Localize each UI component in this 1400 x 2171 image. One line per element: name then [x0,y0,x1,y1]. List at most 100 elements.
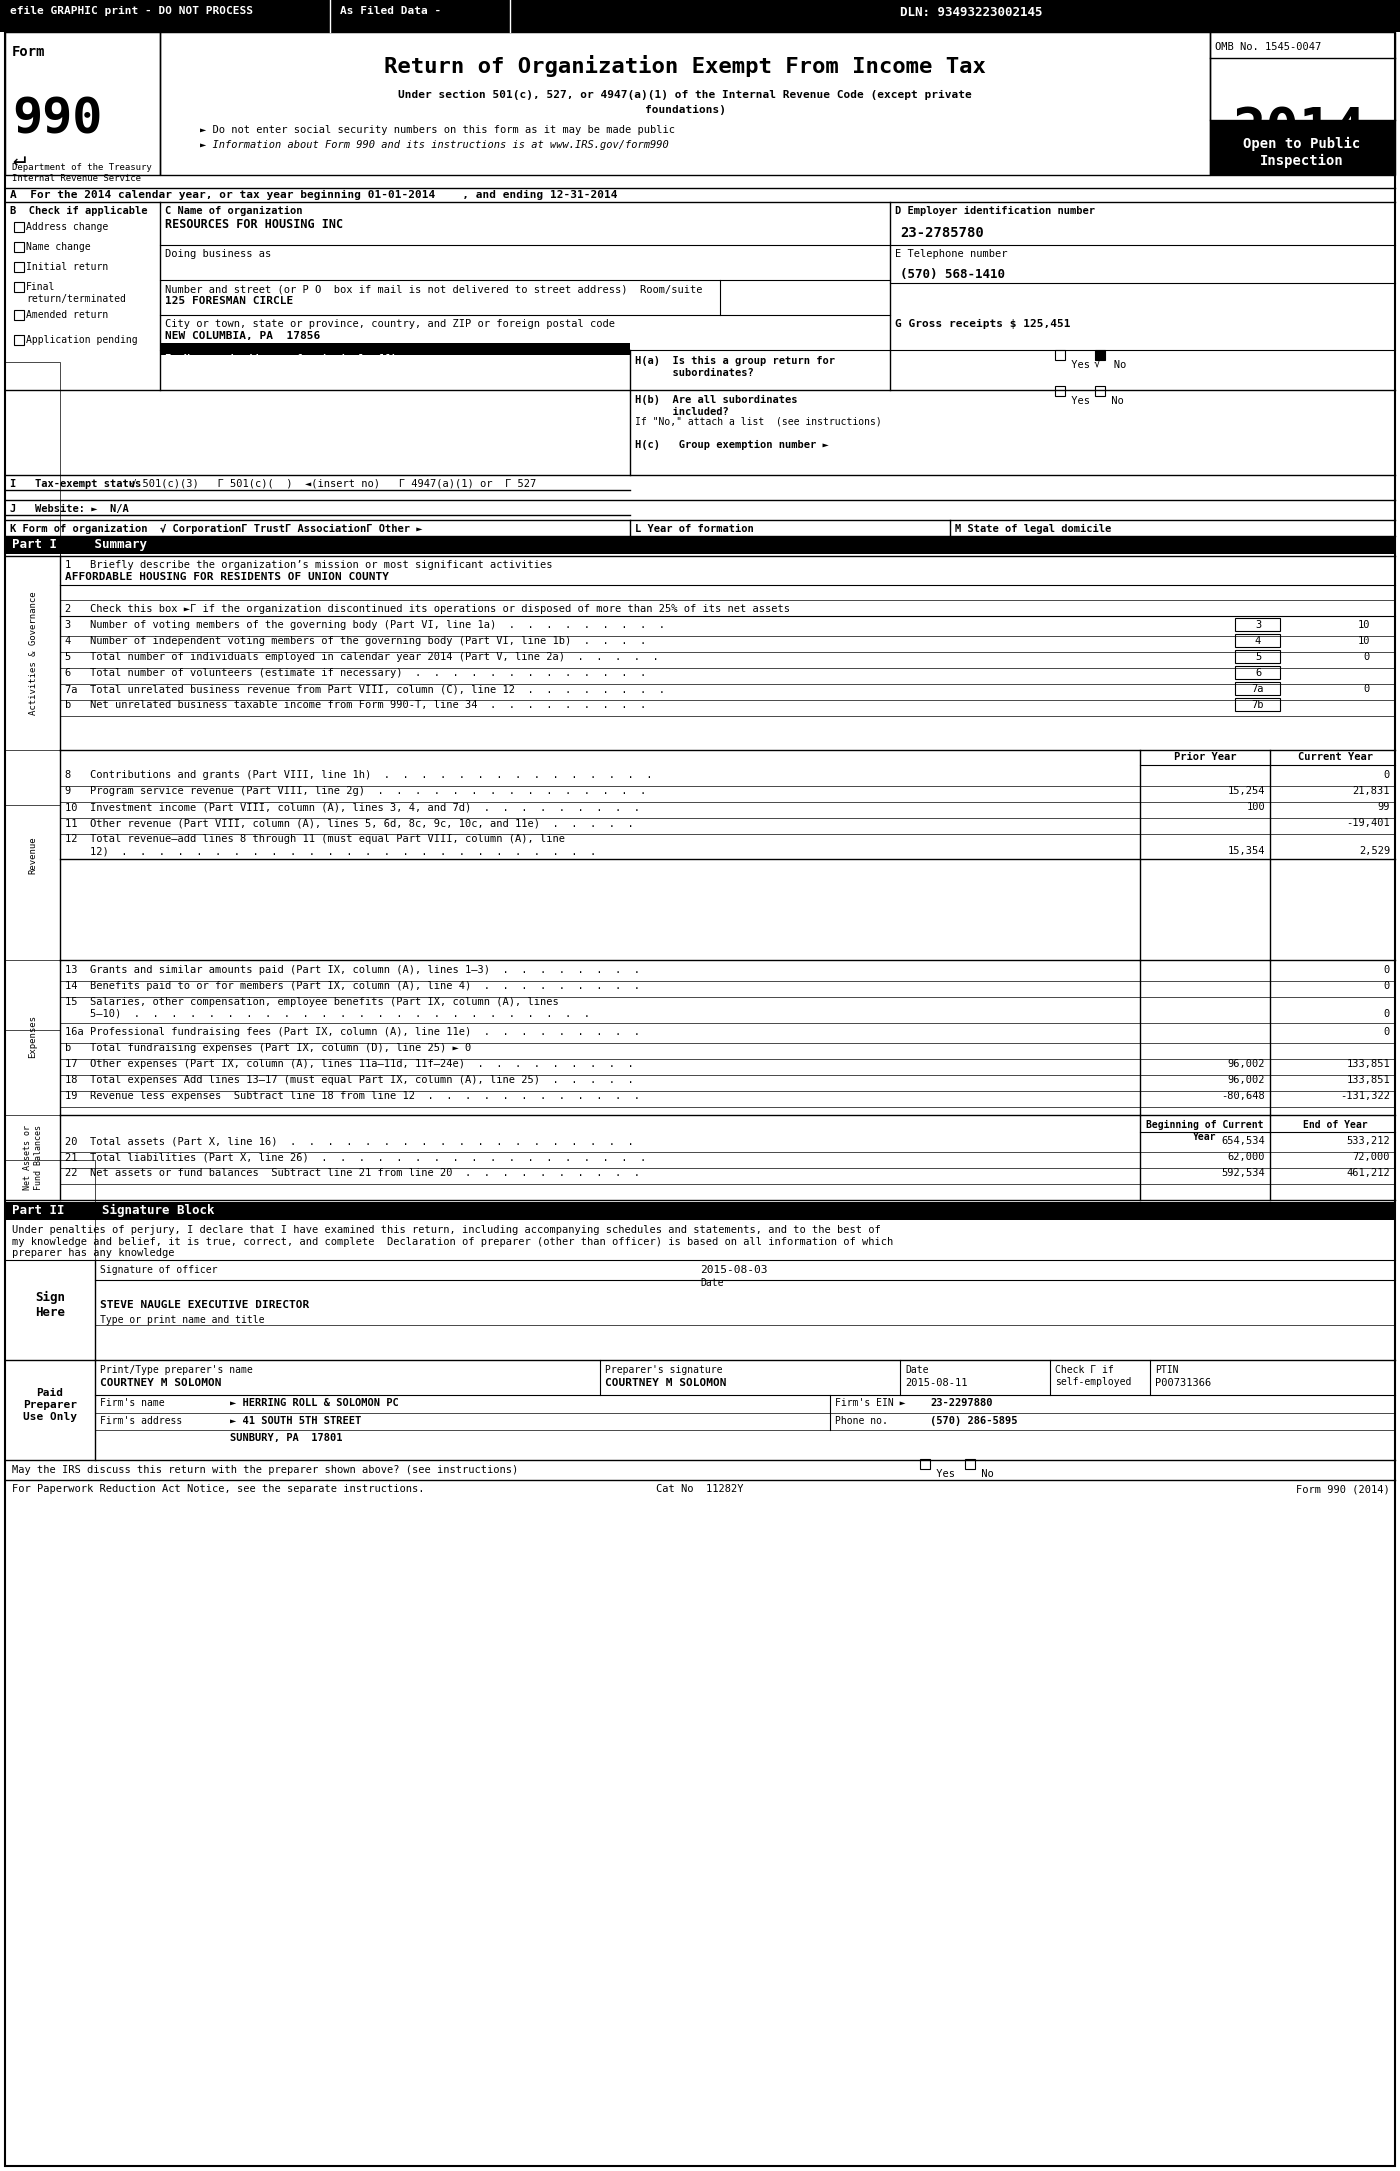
Text: 5   Total number of individuals employed in calendar year 2014 (Part V, line 2a): 5 Total number of individuals employed i… [64,651,659,662]
Text: Current Year: Current Year [1298,751,1372,762]
Bar [1056,386,1065,395]
Text: 72,000: 72,000 [1352,1153,1390,1161]
Text: 10: 10 [1358,636,1371,647]
Text: City or town, state or province, country, and ZIP or foreign postal code: City or town, state or province, country… [165,319,615,330]
Text: AFFORDABLE HOUSING FOR RESIDENTS OF UNION COUNTY: AFFORDABLE HOUSING FOR RESIDENTS OF UNIO… [64,571,389,582]
Bar [1235,682,1280,695]
Text: COURTNEY M SOLOMON: COURTNEY M SOLOMON [99,1379,221,1387]
Text: No: No [974,1470,994,1478]
Text: DLN: 93493223002145: DLN: 93493223002145 [900,7,1043,20]
Text: Amended return: Amended return [27,310,108,319]
Text: OMB No. 1545-0047: OMB No. 1545-0047 [1215,41,1322,52]
Text: M State of legal domicile: M State of legal domicile [955,523,1112,534]
Text: b   Total fundraising expenses (Part IX, column (D), line 25) ► 0: b Total fundraising expenses (Part IX, c… [64,1042,472,1053]
Text: 7a  Total unrelated business revenue from Part VIII, column (C), line 12  .  .  : 7a Total unrelated business revenue from… [64,684,665,695]
Text: 17  Other expenses (Part IX, column (A), lines 11a–11d, 11f–24e)  .  .  .  .  . : 17 Other expenses (Part IX, column (A), … [64,1059,634,1068]
Text: Yes: Yes [1065,395,1091,406]
Text: 100: 100 [1246,801,1266,812]
Text: 2   Check this box ►Γ if the organization discontinued its operations or dispose: 2 Check this box ►Γ if the organization … [64,604,790,614]
Text: For Paperwork Reduction Act Notice, see the separate instructions.: For Paperwork Reduction Act Notice, see … [13,1485,424,1494]
Text: Expenses: Expenses [28,1016,38,1059]
Text: Part II     Signature Block: Part II Signature Block [13,1205,214,1218]
Text: B  Check if applicable: B Check if applicable [10,206,147,217]
Text: 0: 0 [1383,1010,1390,1018]
Bar [1235,634,1280,647]
Text: Yes: Yes [930,1470,955,1478]
Text: Date: Date [904,1366,928,1374]
Text: 133,851: 133,851 [1347,1075,1390,1086]
Bar [1056,350,1065,360]
Bar [14,334,24,345]
Text: 5–10)  .  .  .  .  .  .  .  .  .  .  .  .  .  .  .  .  .  .  .  .  .  .  .  .  .: 5–10) . . . . . . . . . . . . . . . . . … [64,1010,589,1018]
Text: -80,648: -80,648 [1221,1092,1266,1101]
Text: A  For the 2014 calendar year, or tax year beginning 01-01-2014    , and ending : A For the 2014 calendar year, or tax yea… [10,191,617,200]
Text: Form: Form [13,46,45,59]
Text: ► Information about Form 990 and its instructions is at www.IRS.gov/form990: ► Information about Form 990 and its ins… [200,139,669,150]
Bar [6,33,160,176]
Text: Signature of officer: Signature of officer [99,1266,217,1274]
Bar [6,541,60,749]
Bar [1235,666,1280,680]
Text: 11  Other revenue (Part VIII, column (A), lines 5, 6d, 8c, 9c, 10c, and 11e)  . : 11 Other revenue (Part VIII, column (A),… [64,818,634,827]
Text: L Year of formation: L Year of formation [636,523,753,534]
Text: 6   Total number of volunteers (estimate if necessary)  .  .  .  .  .  .  .  .  : 6 Total number of volunteers (estimate i… [64,669,647,677]
Text: Check Γ if
self-employed: Check Γ if self-employed [1056,1366,1131,1387]
Text: May the IRS discuss this return with the preparer shown above? (see instructions: May the IRS discuss this return with the… [13,1465,518,1474]
Text: 16a Professional fundraising fees (Part IX, column (A), line 11e)  .  .  .  .  .: 16a Professional fundraising fees (Part … [64,1027,640,1038]
Text: 133,851: 133,851 [1347,1059,1390,1068]
Text: 5: 5 [1254,651,1261,662]
Text: Firm's address: Firm's address [99,1415,182,1426]
Text: 3   Number of voting members of the governing body (Part VI, line 1a)  .  .  .  : 3 Number of voting members of the govern… [64,621,665,630]
Text: 14  Benefits paid to or for members (Part IX, column (A), line 4)  .  .  .  .  .: 14 Benefits paid to or for members (Part… [64,981,640,990]
Text: 533,212: 533,212 [1347,1135,1390,1146]
Text: H(b)  Are all subordinates
      included?: H(b) Are all subordinates included? [636,395,798,417]
Text: C Name of organization: C Name of organization [165,206,302,217]
Text: 2015-08-03: 2015-08-03 [700,1266,767,1274]
Bar [160,343,630,356]
Bar [160,33,1210,176]
Bar [1210,33,1394,176]
Text: (570) 286-5895: (570) 286-5895 [930,1415,1018,1426]
Text: 6: 6 [1254,669,1261,677]
Text: End of Year: End of Year [1302,1120,1368,1129]
Bar [6,1259,95,1359]
Bar [6,805,60,960]
Text: ► 41 SOUTH 5TH STREET: ► 41 SOUTH 5TH STREET [230,1415,361,1426]
Text: E Telephone number: E Telephone number [895,250,1008,258]
Text: G Gross receipts $ 125,451: G Gross receipts $ 125,451 [895,319,1071,330]
Bar [1235,699,1280,710]
Text: √: √ [1093,358,1100,369]
Text: Name change: Name change [27,241,91,252]
Text: 22  Net assets or fund balances  Subtract line 21 from line 20  .  .  .  .  .  .: 22 Net assets or fund balances Subtract … [64,1168,640,1179]
Text: H(c)   Group exemption number ►: H(c) Group exemption number ► [636,441,829,449]
Text: 10  Investment income (Part VIII, column (A), lines 3, 4, and 7d)  .  .  .  .  .: 10 Investment income (Part VIII, column … [64,801,640,812]
Text: P00731366: P00731366 [1155,1379,1211,1387]
Bar [6,536,1394,554]
Text: If "No," attach a list  (see instructions): If "No," attach a list (see instructions… [636,417,882,428]
Bar [1095,386,1105,395]
Text: STEVE NAUGLE EXECUTIVE DIRECTOR: STEVE NAUGLE EXECUTIVE DIRECTOR [99,1300,309,1309]
Text: 15,354: 15,354 [1228,847,1266,855]
Text: 1   Briefly describe the organization’s mission or most significant activities: 1 Briefly describe the organization’s mi… [64,560,553,571]
Text: 8   Contributions and grants (Part VIII, line 1h)  .  .  .  .  .  .  .  .  .  . : 8 Contributions and grants (Part VIII, l… [64,771,652,779]
Text: 592,534: 592,534 [1221,1168,1266,1179]
Text: Application pending: Application pending [27,334,137,345]
Text: Initial return: Initial return [27,263,108,271]
Text: Doing business as: Doing business as [165,250,272,258]
Bar [1235,619,1280,632]
Text: 0: 0 [1383,964,1390,975]
Bar [965,1459,974,1470]
Text: √ 501(c)(3)   Γ 501(c)(  )  ◄(insert no)   Γ 4947(a)(1) or  Γ 527: √ 501(c)(3) Γ 501(c)( ) ◄(insert no) Γ 4… [130,480,536,488]
Bar [6,1203,1394,1220]
Text: 654,534: 654,534 [1221,1135,1266,1146]
Text: 21  Total liabilities (Part X, line 26)  .  .  .  .  .  .  .  .  .  .  .  .  .  : 21 Total liabilities (Part X, line 26) .… [64,1153,647,1161]
Text: Activities & Governance: Activities & Governance [28,591,38,714]
Bar [14,310,24,319]
Text: Under penalties of perjury, I declare that I have examined this return, includin: Under penalties of perjury, I declare th… [13,1224,893,1259]
Text: 2,529: 2,529 [1359,847,1390,855]
Bar [14,221,24,232]
Bar [6,1159,95,1259]
Text: 461,212: 461,212 [1347,1168,1390,1179]
Text: Type or print name and title: Type or print name and title [99,1316,265,1324]
Bar [6,1029,60,1116]
